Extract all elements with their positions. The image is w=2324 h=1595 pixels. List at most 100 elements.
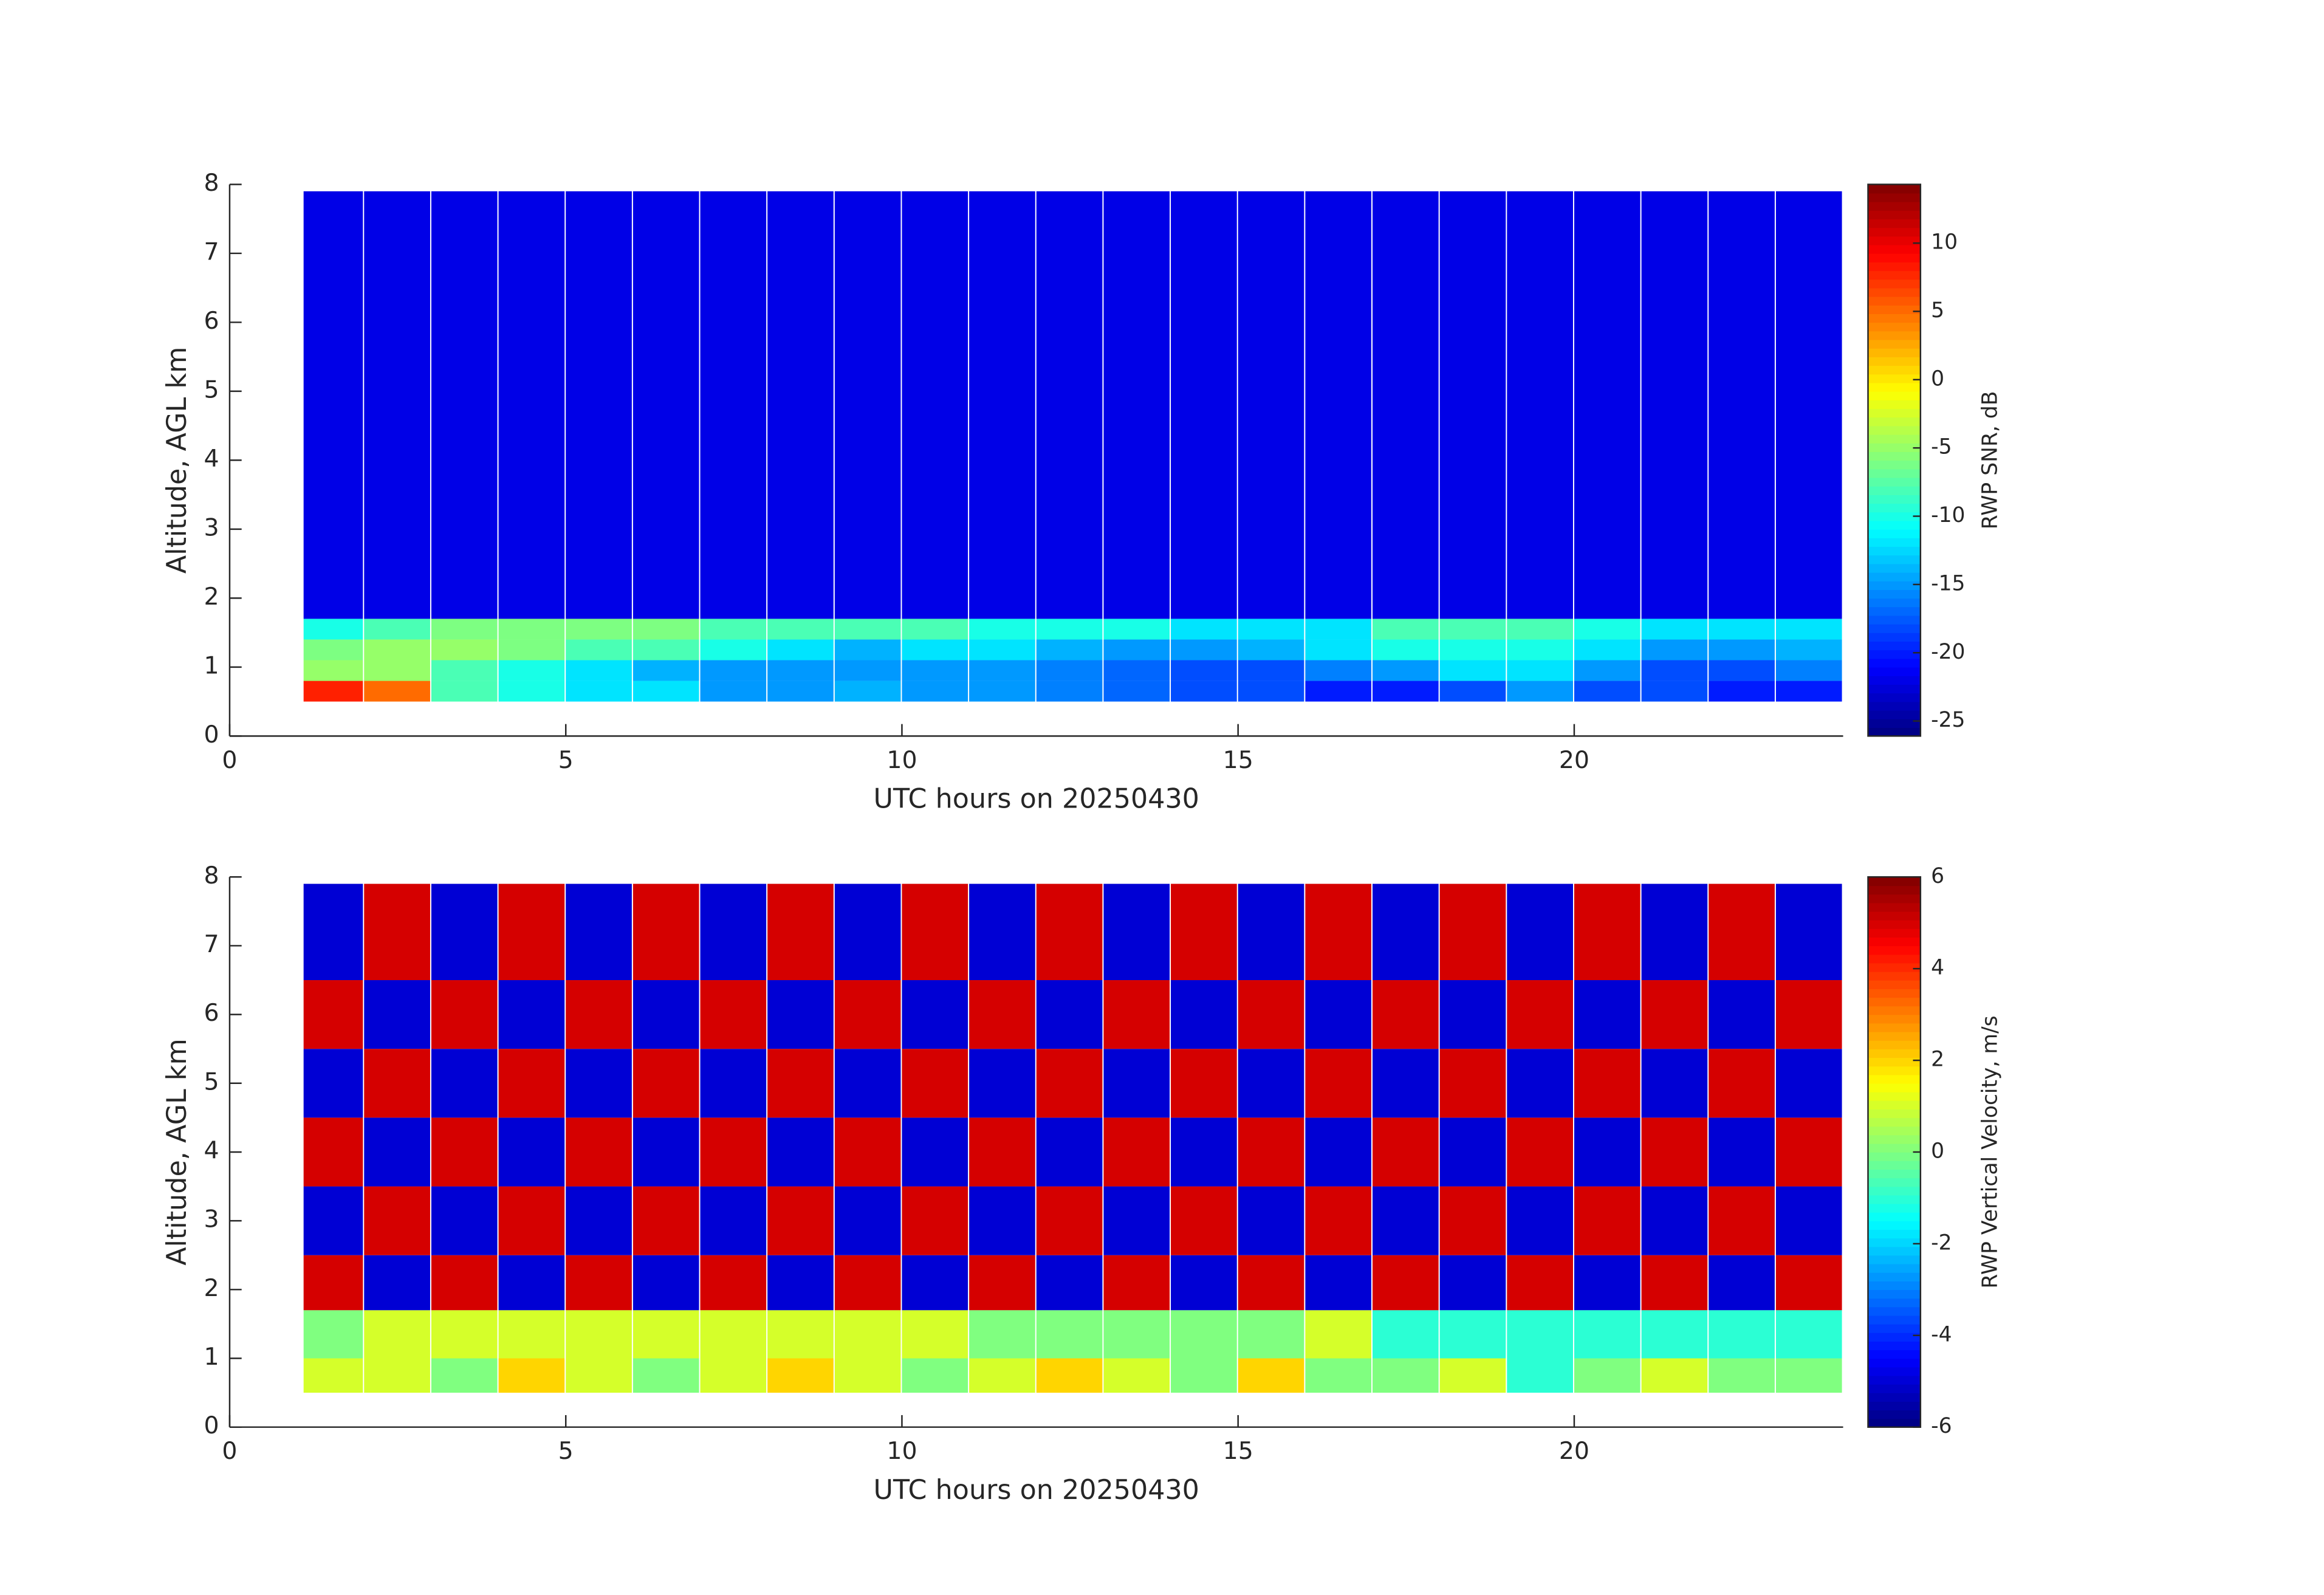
heatmap-cell (1373, 619, 1439, 640)
heatmap-cell (1574, 660, 1640, 681)
heatmap-cell (303, 1310, 363, 1359)
colorbar-segment (1868, 1117, 1921, 1127)
colorbar-segment (1868, 1074, 1921, 1084)
heatmap-cell (498, 681, 565, 702)
heatmap-cell (1373, 1117, 1439, 1187)
colorbar-segment (1868, 219, 1921, 228)
heatmap-cell (303, 1358, 363, 1393)
colorbar-segment (1868, 919, 1921, 929)
heatmap-cell (1641, 883, 1708, 981)
x-tick-label: 5 (558, 1437, 574, 1465)
heatmap-cell (1305, 1358, 1372, 1393)
heatmap-cell (1305, 660, 1372, 681)
heatmap-cell (1373, 1255, 1439, 1311)
heatmap-cell (1775, 660, 1842, 681)
heatmap-cell (364, 619, 430, 640)
heatmap-cell (1507, 639, 1573, 660)
colorbar-segment (1868, 1134, 1921, 1144)
colorbar-tick-label: -4 (1931, 1322, 1952, 1346)
heatmap-cell (969, 1310, 1035, 1359)
colorbar-segment (1868, 417, 1921, 427)
colorbar-segment (1868, 184, 1921, 194)
heatmap-cell (902, 1186, 968, 1255)
colorbar-segment (1868, 1341, 1921, 1351)
y-tick-label: 3 (204, 1206, 219, 1233)
heatmap-cell (1507, 1049, 1573, 1118)
colorbar-segment (1868, 305, 1921, 314)
heatmap-cell (1709, 191, 1775, 619)
heatmap-cell (431, 660, 498, 681)
heatmap-cell (1439, 1117, 1506, 1187)
heatmap-cell (969, 1117, 1035, 1187)
heatmap-cell (566, 1049, 632, 1118)
heatmap-cell (1171, 883, 1237, 981)
heatmap-cell (1507, 1310, 1573, 1359)
heatmap-cell (1507, 980, 1573, 1049)
heatmap-cell (902, 1310, 968, 1359)
colorbar-tick-label: 6 (1931, 864, 1944, 888)
heatmap-cell (632, 1049, 699, 1118)
heatmap-cell (1641, 1186, 1708, 1255)
colorbar-tick-label: -2 (1931, 1230, 1952, 1255)
heatmap-cell (1036, 660, 1103, 681)
heatmap-cell (1103, 1358, 1170, 1393)
colorbar-tick-label: -6 (1931, 1414, 1952, 1438)
heatmap-cell (1103, 980, 1170, 1049)
heatmap-cell (969, 191, 1035, 619)
colorbar-segment (1868, 1306, 1921, 1316)
colorbar-segment (1868, 193, 1921, 202)
colorbar-segment (1868, 1169, 1921, 1179)
heatmap-cell (1305, 1117, 1372, 1187)
colorbar-segment (1868, 210, 1921, 219)
colorbar-segment (1868, 1410, 1921, 1419)
colorbar-segment (1868, 495, 1921, 504)
heatmap-cell (1171, 660, 1237, 681)
colorbar-tick-label: -10 (1931, 503, 1965, 527)
heatmap-cell (834, 1255, 901, 1311)
heatmap-cell (1641, 1117, 1708, 1187)
colorbar-segment (1868, 1195, 1921, 1204)
colorbar-segment (1868, 1109, 1921, 1119)
heatmap-cell (1103, 619, 1170, 640)
heatmap-cell (1641, 639, 1708, 660)
colorbar-segment (1868, 374, 1921, 383)
heatmap-cell (566, 1117, 632, 1187)
heatmap-cell (364, 1186, 430, 1255)
colorbar-segment (1868, 902, 1921, 912)
heatmap-cell (700, 639, 767, 660)
heatmap-cell (566, 619, 632, 640)
heatmap-cell (498, 980, 565, 1049)
colorbar-segment (1868, 443, 1921, 452)
colorbar-segment (1868, 885, 1921, 895)
colorbar-segment (1868, 1333, 1921, 1342)
heatmap-cell (902, 660, 968, 681)
colorbar-segment (1868, 1031, 1921, 1041)
colorbar-segment (1868, 954, 1921, 964)
x-tick-label: 15 (1223, 746, 1253, 774)
colorbar-segment (1868, 1151, 1921, 1161)
heatmap-cell (566, 660, 632, 681)
heatmap-cell (1238, 1255, 1304, 1311)
heatmap-cell (364, 1049, 430, 1118)
heatmap-cell (1373, 191, 1439, 619)
colorbar-segment (1868, 1040, 1921, 1049)
heatmap-cell (834, 1358, 901, 1393)
heatmap-cell (1171, 1049, 1237, 1118)
heatmap-cell (767, 191, 834, 619)
heatmap-cell (1238, 660, 1304, 681)
x-tick-label: 0 (222, 1437, 237, 1465)
heatmap-cell (902, 1255, 968, 1311)
heatmap-cell (364, 1117, 430, 1187)
heatmap-cell (767, 1186, 834, 1255)
colorbar-segment (1868, 460, 1921, 470)
heatmap-cell (1775, 619, 1842, 640)
heatmap-cell (1709, 639, 1775, 660)
colorbar-frame (1867, 184, 1922, 737)
heatmap-cell (1305, 639, 1372, 660)
heatmap-cell (1373, 681, 1439, 702)
y-tick-label: 6 (204, 307, 219, 335)
colorbar-segment (1868, 1014, 1921, 1024)
heatmap-cell (1439, 639, 1506, 660)
heatmap-cell (700, 1358, 767, 1393)
heatmap-cell (700, 1049, 767, 1118)
